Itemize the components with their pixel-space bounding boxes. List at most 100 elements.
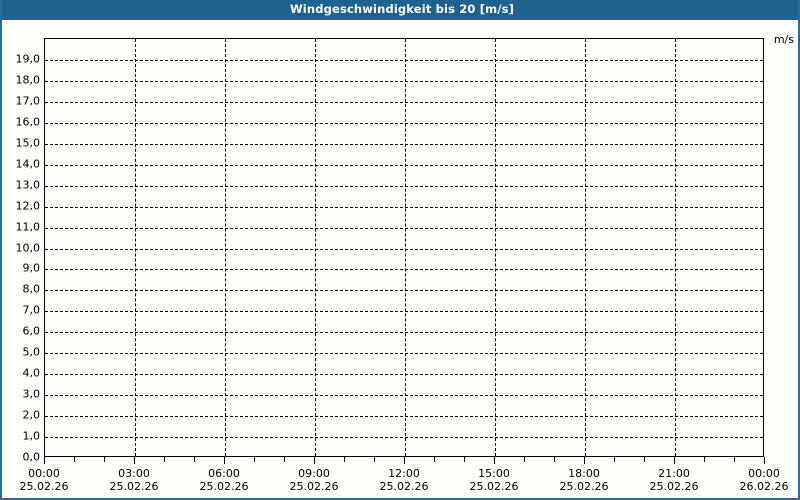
x-axis-tick-date: 25.02.26 <box>469 480 519 493</box>
gridline-horizontal <box>45 143 763 145</box>
x-axis-tick-time: 00:00 <box>748 467 780 480</box>
y-axis-tick-label: 4,0 <box>22 366 41 380</box>
x-axis-tick-minor <box>614 457 615 462</box>
x-axis-tick-time: 00:00 <box>28 467 60 480</box>
x-axis-tick-date: 25.02.26 <box>559 480 609 493</box>
gridline-horizontal <box>45 248 763 250</box>
x-axis-tick-minor <box>734 457 735 462</box>
y-axis-labels: 0,0 1,0 2,0 3,0 4,0 5,0 6,0 7,0 8,0 9,0 10,0 11,0 12… <box>2 20 41 498</box>
x-axis-tick-major <box>44 457 45 464</box>
gridline-horizontal <box>45 353 763 355</box>
x-axis-tick-date: 26.02.26 <box>739 480 789 493</box>
x-axis-tick-date: 25.02.26 <box>289 480 339 493</box>
x-axis-tick-minor <box>704 457 705 462</box>
gridline-horizontal <box>45 332 763 334</box>
x-axis-tick-minor <box>374 457 375 462</box>
data-series-layer <box>45 39 764 457</box>
chart-title-bar: Windgeschwindigkeit bis 20 [m/s] <box>2 0 798 20</box>
x-axis-tick-minor <box>434 457 435 462</box>
chart-canvas: m/s 0,0 1,0 2,0 3,0 4,0 5,0 6,0 7,0 8,0 9,0 10,0 11… <box>2 20 798 498</box>
x-axis-tick-minor <box>554 457 555 462</box>
x-axis-tick-time: 09:00 <box>298 467 330 480</box>
y-axis-tick-label: 13,0 <box>15 178 41 192</box>
x-axis-tick-label: 15:00 25.02.26 <box>434 467 554 493</box>
gridline-horizontal <box>45 206 763 208</box>
x-axis-tick-time: 21:00 <box>658 467 690 480</box>
x-axis-tick-minor <box>644 457 645 462</box>
y-axis-tick-label: 10,0 <box>15 241 41 254</box>
x-axis-tick-label: 18:00 25.02.26 <box>524 467 644 493</box>
y-axis-unit-label: m/s <box>773 33 794 46</box>
gridline-horizontal <box>45 164 763 166</box>
y-axis-tick-label: 6,0 <box>22 324 41 338</box>
gridline-horizontal <box>45 227 763 229</box>
gridline-horizontal <box>45 437 763 439</box>
gridline-vertical <box>405 39 406 456</box>
x-axis-tick-minor <box>194 457 195 462</box>
y-axis-tick-label: 3,0 <box>22 387 41 401</box>
x-axis-tick-minor <box>284 457 285 462</box>
y-axis-tick-label: 1,0 <box>22 429 41 443</box>
x-axis-tick-minor <box>464 457 465 462</box>
y-axis-tick-label: 14,0 <box>15 157 41 171</box>
x-axis-tick-major <box>314 457 315 464</box>
y-axis-tick-label: 0,0 <box>22 450 41 464</box>
x-axis-tick-time: 03:00 <box>118 467 150 480</box>
x-axis-tick-label: 00:00 26.02.26 <box>704 467 798 493</box>
y-axis-tick-label: 8,0 <box>22 282 41 296</box>
y-axis-tick-label: 16,0 <box>15 115 41 129</box>
x-axis-tick-time: 12:00 <box>388 467 420 480</box>
y-axis-tick-label: 7,0 <box>22 303 41 317</box>
x-axis-tick-date: 25.02.26 <box>379 480 429 493</box>
y-axis-tick-label: 11,0 <box>15 220 41 234</box>
gridline-horizontal <box>45 269 763 271</box>
x-axis-tick-label: 21:00 25.02.26 <box>614 467 734 493</box>
x-axis-tick-date: 25.02.26 <box>19 480 69 493</box>
gridline-horizontal <box>45 374 763 376</box>
x-axis-tick-minor <box>164 457 165 462</box>
gridline-vertical <box>585 39 586 456</box>
gridline-horizontal <box>45 80 763 82</box>
x-axis-tick-label: 03:00 25.02.26 <box>74 467 194 493</box>
gridline-horizontal <box>45 59 763 61</box>
x-axis-tick-date: 25.02.26 <box>109 480 159 493</box>
x-axis-tick-major <box>674 457 675 464</box>
x-axis-tick-minor <box>74 457 75 462</box>
x-axis-tick-minor <box>344 457 345 462</box>
y-axis-tick-label: 5,0 <box>22 345 41 359</box>
gridline-horizontal <box>45 101 763 103</box>
plot-area <box>44 38 764 457</box>
x-axis-tick-major <box>224 457 225 464</box>
x-axis-tick-date: 25.02.26 <box>199 480 249 493</box>
gridline-horizontal <box>45 185 763 187</box>
y-axis-tick-label: 9,0 <box>22 261 41 275</box>
gridline-vertical <box>135 39 136 456</box>
y-axis-tick-label: 12,0 <box>15 199 41 213</box>
gridline-horizontal <box>45 290 763 292</box>
x-axis-tick-major <box>764 457 765 464</box>
gridline-vertical <box>225 39 226 456</box>
gridline-horizontal <box>45 311 763 313</box>
x-axis-tick-major <box>404 457 405 464</box>
x-axis-tick-label: 12:00 25.02.26 <box>344 467 464 493</box>
gridline-horizontal <box>45 395 763 397</box>
page-title: Windgeschwindigkeit bis 20 [m/s] <box>289 2 515 17</box>
x-axis-tick-time: 06:00 <box>208 467 240 480</box>
x-axis-tick-minor <box>254 457 255 462</box>
x-axis-tick-major <box>134 457 135 464</box>
y-axis-tick-label: 15,0 <box>15 136 41 150</box>
gridline-vertical <box>675 39 676 456</box>
x-axis-tick-major <box>494 457 495 464</box>
y-axis-tick-label: 19,0 <box>15 52 41 66</box>
x-axis-tick-time: 18:00 <box>568 467 600 480</box>
x-axis-tick-label: 09:00 25.02.26 <box>254 467 374 493</box>
x-axis-tick-label: 00:00 25.02.26 <box>2 467 104 493</box>
x-axis-tick-date: 25.02.26 <box>649 480 699 493</box>
x-axis-tick-time: 15:00 <box>478 467 510 480</box>
y-axis-tick-label: 18,0 <box>15 73 41 87</box>
y-axis-tick-label: 2,0 <box>22 408 41 422</box>
x-axis-tick-minor <box>104 457 105 462</box>
gridline-vertical <box>495 39 496 456</box>
y-axis-tick-label: 17,0 <box>15 94 41 108</box>
